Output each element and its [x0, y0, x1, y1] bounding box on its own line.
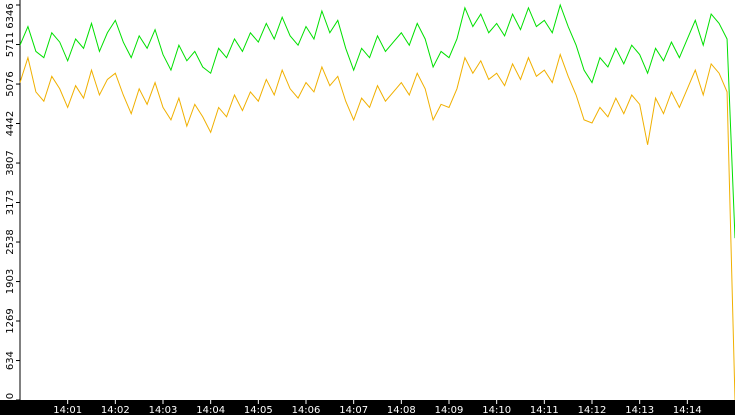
x-tick-label: 14:13 [625, 405, 654, 415]
y-tick-label: 5711 [5, 32, 16, 57]
y-tick-label: 0 [5, 393, 16, 399]
y-tick-label: 634 [5, 351, 16, 370]
x-tick-label: 14:02 [101, 405, 130, 415]
series-line [19, 52, 735, 401]
x-tick-label: 14:12 [578, 405, 607, 415]
y-tick-label: 3807 [5, 150, 16, 175]
y-tick-label: 4442 [5, 111, 16, 136]
x-axis-bar [0, 400, 735, 415]
y-tick-label: 1269 [5, 308, 16, 333]
x-tick-label: 14:11 [530, 405, 559, 415]
x-tick-label: 14:06 [292, 405, 321, 415]
x-tick-label: 14:03 [149, 405, 178, 415]
x-tick-label: 14:07 [339, 405, 368, 415]
x-tick-label: 14:05 [244, 405, 273, 415]
x-tick-label: 14:10 [482, 405, 511, 415]
y-tick-label: 1903 [5, 269, 16, 294]
y-tick-label: 2538 [5, 229, 16, 254]
y-tick-label: 3173 [5, 190, 16, 215]
x-tick-label: 14:04 [196, 405, 225, 415]
series-line [19, 3, 735, 239]
x-tick-label: 14:01 [53, 405, 82, 415]
y-tick-label: 5076 [5, 71, 16, 96]
x-tick-label: 14:08 [387, 405, 416, 415]
x-tick-label: 14:14 [673, 405, 702, 415]
x-tick-label: 14:09 [435, 405, 464, 415]
y-tick-label: 6346 [5, 3, 16, 28]
